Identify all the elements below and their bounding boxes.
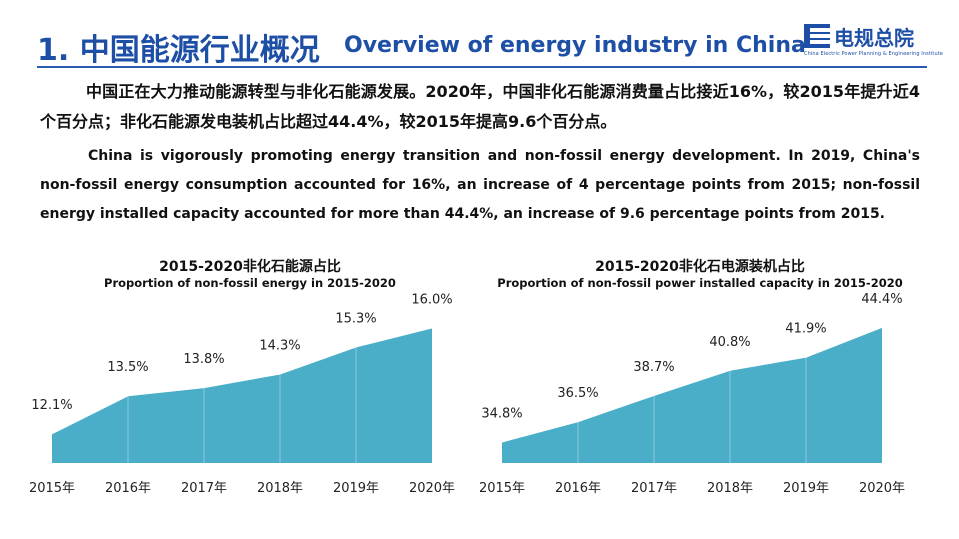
chart-plot: 34.8% 2015年 36.5% 2016年 38.7% 2017年 40.8% 2018年… — [480, 292, 905, 496]
paragraph-en: China is vigorously promoting energy tra… — [40, 148, 920, 222]
data-label: 40.8% — [709, 335, 750, 350]
page-title-en: Overview of energy industry in China — [344, 33, 806, 58]
x-tick-label: 2018年 — [257, 481, 303, 496]
x-tick-label: 2016年 — [105, 481, 151, 496]
header-divider — [37, 66, 927, 68]
data-label: 13.5% — [107, 360, 148, 375]
chart-title-cn: 2015-2020非化石能源占比 — [159, 259, 341, 275]
chart-title-en: Proportion of non-fossil power installed… — [497, 276, 903, 290]
data-label: 34.8% — [481, 406, 522, 421]
series-line — [501, 325, 883, 443]
x-tick-label: 2019年 — [783, 481, 829, 496]
x-tick-label: 2020年 — [859, 481, 905, 496]
x-tick-label: 2016年 — [555, 481, 601, 496]
page-title-cn: 1. 中国能源行业概况 — [37, 33, 320, 68]
logo-text-en: China Electric Power Planning & Engineer… — [804, 51, 943, 57]
chart-title-en: Proportion of non-fossil energy in 2015-… — [104, 276, 396, 290]
x-tick-label: 2020年 — [409, 481, 455, 496]
data-label: 13.8% — [183, 352, 224, 367]
series-line — [51, 326, 433, 435]
header: 1. 中国能源行业概况 Overview of energy industry … — [0, 0, 959, 70]
x-tick-label: 2018年 — [707, 481, 753, 496]
logo: 电规总院 China Electric Power Planning & Eng… — [804, 22, 943, 62]
data-label: 16.0% — [411, 292, 452, 307]
data-label: 14.3% — [259, 339, 300, 354]
data-label: 41.9% — [785, 322, 826, 337]
x-tick-label: 2015年 — [480, 481, 525, 496]
data-label: 38.7% — [633, 360, 674, 375]
data-label: 44.4% — [861, 292, 902, 307]
chart-title-cn: 2015-2020非化石电源装机占比 — [595, 259, 805, 275]
data-label: 36.5% — [557, 386, 598, 401]
data-label: 12.1% — [31, 398, 72, 413]
area-fill — [52, 327, 432, 463]
logo-mark-icon — [804, 24, 830, 48]
x-tick-label: 2017年 — [181, 481, 227, 496]
x-tick-label: 2019年 — [333, 481, 379, 496]
x-tick-label: 2017年 — [631, 481, 677, 496]
paragraph-cn: 中国正在大力推动能源转型与非化石能源发展。2020年，中国非化石能源消费量占比接… — [40, 82, 920, 131]
chart-non-fossil-capacity: 2015-2020非化石电源装机占比 Proportion of non-fos… — [480, 252, 920, 502]
chart-non-fossil-energy: 2015-2020非化石能源占比 Proportion of non-fossi… — [30, 252, 470, 502]
data-label: 15.3% — [335, 311, 376, 326]
chart-plot: 12.1% 2015年 13.5% 2016年 13.8% 2017年 14.3% 2018年… — [30, 292, 455, 496]
logo-text-cn: 电规总院 — [834, 26, 914, 50]
x-tick-label: 2015年 — [30, 481, 75, 496]
